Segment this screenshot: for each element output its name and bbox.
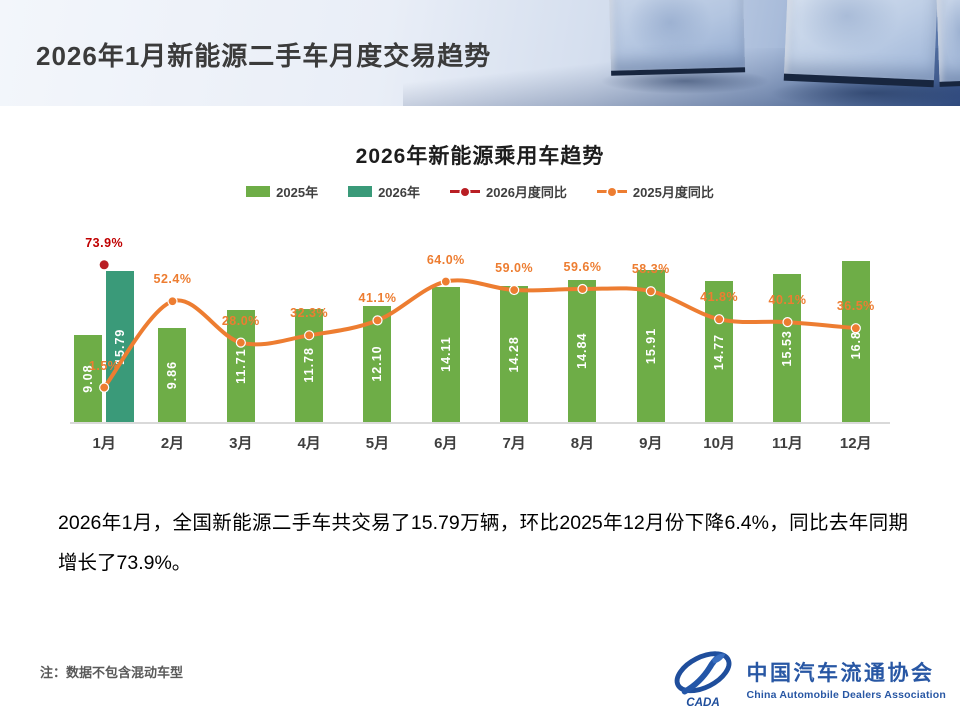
line-point-2026 (99, 260, 109, 270)
chart-title: 2026年新能源乘用车趋势 (355, 145, 605, 168)
cube-graphic (936, 0, 960, 87)
legend-line-marker-red (450, 187, 480, 196)
month-label: 9月 (639, 435, 663, 452)
chart-legend: 2025年 2026年 2026月度同比 2025月度同比 (0, 182, 960, 201)
legend-item-2026-bar: 2026年 (348, 182, 420, 201)
legend-item-2025-line: 2025月度同比 (596, 182, 714, 201)
pct-label: 59.6% (563, 260, 602, 275)
line-point-2025 (509, 284, 520, 296)
bar: 11.71 (226, 310, 255, 422)
line-point-2025 (167, 296, 178, 307)
month-label: 7月 (502, 435, 526, 452)
pct-label: 40.1% (768, 293, 807, 308)
bar: 16.88 (841, 260, 870, 422)
legend-label: 2026月度同比 (486, 185, 567, 200)
bar: 14.28 (500, 285, 529, 422)
pct-label: 1.5% (88, 358, 120, 373)
month-group: 16.88 (822, 229, 890, 422)
month-label: 5月 (365, 435, 390, 452)
pct-label: 41.1% (358, 291, 397, 306)
month-group: 14.77 (685, 229, 753, 422)
month-group: 11.78 (275, 229, 343, 422)
plot-area: 9.08 15.79 9.86 11.71 11.78 12.10 14.11 14.28 14… (70, 229, 890, 424)
legend-line-marker-orange (596, 187, 627, 196)
cada-emblem-text: CADA (687, 696, 721, 709)
cada-logo: CADA 中国汽车流通协会 China Automobile Dealers A… (670, 648, 946, 710)
bar: 14.11 (431, 287, 460, 422)
line-point-2025 (304, 330, 315, 341)
chart-section: 2026年新能源乘用车趋势 2025年 2026年 2026月度同比 2025月… (0, 140, 960, 453)
pct-label: 73.9% (85, 235, 124, 250)
month-group: 14.11 (412, 229, 480, 422)
line-point-2025 (99, 382, 110, 393)
month-label: 1月 (92, 435, 116, 452)
month-label: 10月 (703, 435, 735, 452)
legend-label: 2025年 (276, 185, 319, 200)
month-label: 6月 (434, 435, 458, 452)
bar: 15.53 (773, 273, 802, 422)
footnote: 注：数据不包含混动车型 (40, 665, 184, 680)
month-label: 2月 (160, 435, 185, 452)
bar: 14.77 (705, 280, 734, 422)
logo-name-en: China Automobile Dealers Association (746, 689, 946, 701)
month-label: 3月 (229, 435, 253, 452)
pct-label: 64.0% (426, 252, 465, 267)
trend-line-layer (99, 260, 861, 393)
x-axis-labels: 1月 2月 3月 4月 5月 6月 7月 8月 9月 10月 11月 12月 (70, 424, 890, 453)
page-title: 2026年1月新能源二手车月度交易趋势 (36, 41, 492, 71)
line-point-2025 (235, 337, 246, 348)
legend-label: 2026年 (378, 185, 420, 200)
pct-label: 58.3% (631, 262, 670, 277)
month-label: 11月 (772, 435, 803, 452)
line-point-2025 (850, 323, 861, 334)
line-point-2025 (577, 283, 588, 295)
month-label: 8月 (570, 435, 595, 452)
bar: 9.08 (74, 335, 103, 422)
pct-label: 32.3% (290, 306, 329, 321)
cada-emblem-icon: CADA (675, 651, 732, 709)
line-point-2025 (782, 316, 793, 328)
legend-item-2025-bar: 2025年 (246, 182, 318, 201)
legend-item-2026-line: 2026月度同比 (450, 182, 567, 201)
logo-name-cn: 中国汽车流通协会 (746, 661, 935, 685)
legend-swatch-green (246, 186, 271, 197)
line-point-2025 (714, 314, 725, 325)
pct-label: 59.0% (495, 261, 534, 276)
month-label: 12月 (839, 435, 872, 452)
line-point-2025 (372, 315, 383, 326)
month-group: 9.86 (138, 229, 206, 422)
month-group: 14.84 (548, 229, 616, 422)
cube-graphic (783, 0, 939, 88)
pct-label: 41.8% (700, 290, 739, 305)
bar: 9.86 (158, 327, 187, 422)
cube-graphic (608, 0, 746, 76)
month-label: 4月 (297, 435, 321, 452)
line-point-2025 (645, 286, 656, 297)
summary-paragraph: 2026年1月，全国新能源二手车共交易了15.79万辆，环比2025年12月份下… (58, 512, 908, 574)
month-group: 15.53 (753, 229, 821, 422)
plot-wrap: 9.08 15.79 9.86 11.71 11.78 12.10 14.11 14.28 14… (70, 229, 890, 453)
legend-swatch-teal (348, 186, 373, 197)
month-group: 14.28 (480, 229, 548, 422)
legend-label: 2025月度同比 (632, 185, 714, 200)
header-banner: 2026年1月新能源二手车月度交易趋势 (0, 0, 960, 106)
bar-groups: 9.08 15.79 9.86 11.71 11.78 12.10 14.11 14.28 14… (70, 229, 890, 422)
month-group: 11.71 (207, 229, 275, 422)
logo-text: 中国汽车流通协会 China Automobile Dealers Associ… (746, 657, 946, 701)
pct-label: 52.4% (153, 272, 192, 287)
pct-label: 28.0% (221, 313, 260, 328)
bar: 11.78 (295, 309, 324, 422)
line-point-2025 (440, 276, 451, 287)
pct-label: 36.5% (836, 299, 875, 314)
bar: 14.84 (568, 280, 597, 422)
